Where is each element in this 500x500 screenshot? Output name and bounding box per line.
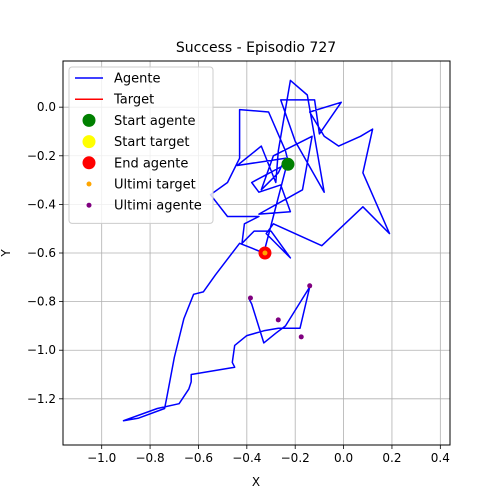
legend: Agente Target Start agente Start target End …	[68, 66, 214, 224]
x-tick-label: −0.2	[281, 451, 310, 465]
y-tick-label: −0.4	[27, 197, 56, 211]
legend-label-end-agente: End agente	[114, 156, 188, 171]
legend-label-ultimi-target: Ultimi target	[114, 178, 196, 193]
y-tick-label: −1.2	[27, 392, 56, 406]
legend-label-ultimi-agente: Ultimi agente	[114, 199, 202, 214]
y-axis-label: Y	[0, 249, 13, 258]
y-tick-label: −1.0	[27, 343, 56, 357]
y-tick-label: −0.6	[27, 246, 56, 260]
legend-swatch-start-agente	[82, 113, 96, 127]
y-tick-label: −0.8	[27, 295, 56, 309]
agent-trajectory	[122, 79, 391, 422]
series-line-agente	[122, 79, 391, 422]
legend-label-agente: Agente	[114, 72, 160, 87]
x-tick-label: 0.0	[334, 451, 353, 465]
marker-ultimi-agente	[307, 283, 313, 289]
marker-ultimi-target	[262, 250, 268, 256]
legend-label-start-agente: Start agente	[114, 114, 195, 129]
legend-swatch-ultimi-agente	[86, 202, 92, 208]
x-tick-label: 0.2	[382, 451, 401, 465]
marker-ultimi-agente	[247, 295, 253, 301]
legend-label-start-target: Start target	[114, 135, 189, 150]
x-tick-label: −0.6	[184, 451, 213, 465]
point-markers	[247, 157, 313, 340]
x-tick-label: 0.4	[431, 451, 450, 465]
x-axis-ticks: −1.0 −0.8 −0.6 −0.4 −0.2 0.0 0.2 0.4	[87, 445, 450, 465]
y-tick-label: 0.0	[37, 100, 56, 114]
y-tick-label: −0.2	[27, 149, 56, 163]
legend-swatch-end-agente	[82, 156, 96, 170]
legend-swatch-ultimi-target	[86, 181, 92, 187]
x-tick-label: −0.8	[136, 451, 165, 465]
marker-start-agente	[281, 157, 295, 171]
legend-label-target: Target	[113, 93, 154, 108]
legend-box	[68, 66, 214, 224]
marker-ultimi-agente	[298, 334, 304, 340]
x-axis-label: X	[252, 475, 260, 489]
marker-ultimi-agente	[275, 317, 281, 323]
x-tick-label: −1.0	[87, 451, 116, 465]
chart-title: Success - Episodio 727	[176, 40, 336, 56]
legend-swatch-start-target	[82, 135, 96, 149]
y-axis-ticks: 0.0 −0.2 −0.4 −0.6 −0.8 −1.0 −1.2	[27, 100, 63, 406]
x-tick-label: −0.4	[232, 451, 261, 465]
